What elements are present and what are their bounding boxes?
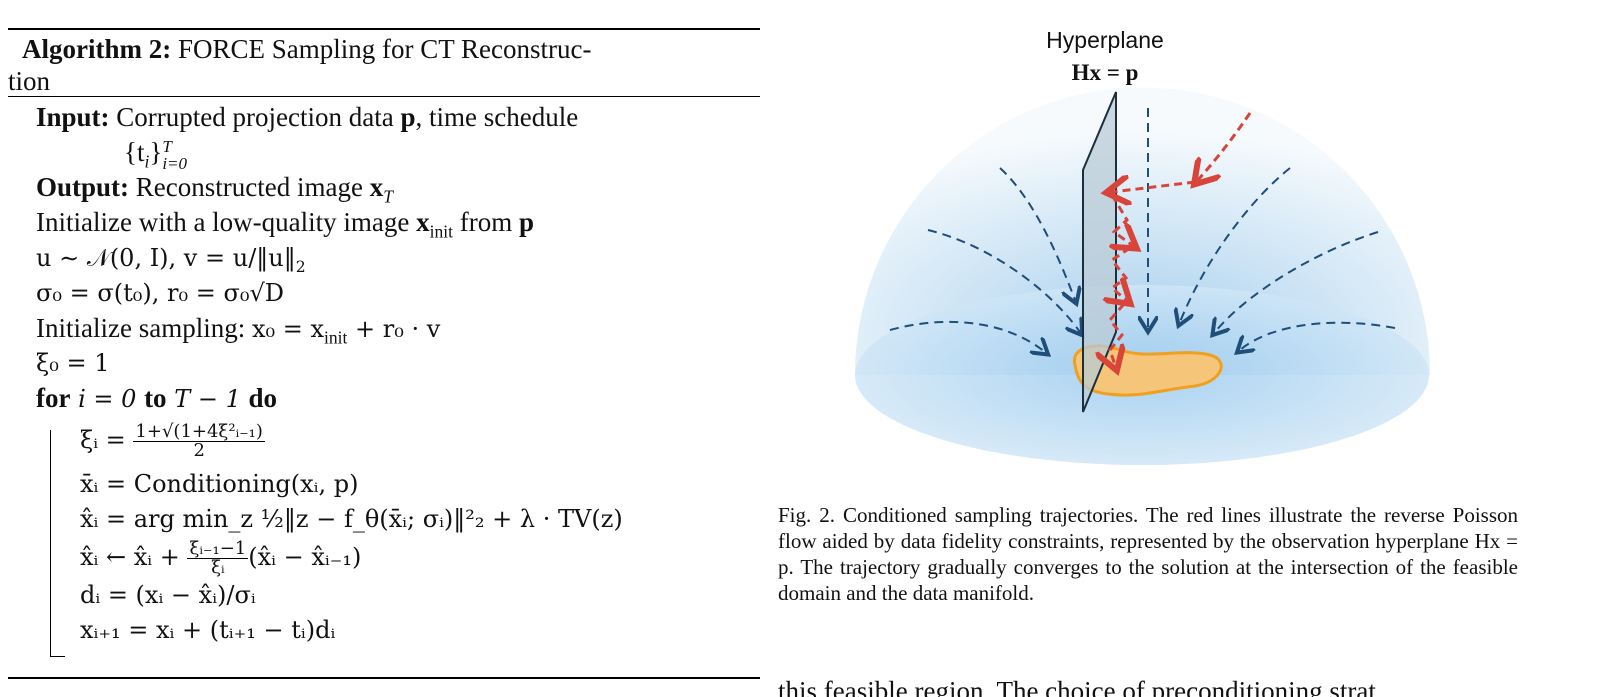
sampling-sub: init: [324, 327, 348, 348]
do-keyword: do: [248, 383, 277, 413]
flow-arrow-1: [889, 320, 1045, 352]
hemisphere-figure: Hyperplane Hx = p: [855, 27, 1430, 465]
algorithm-title-text: FORCE Sampling for CT Reconstruc-: [171, 34, 592, 64]
init-x: x: [416, 207, 430, 237]
figure-caption: Fig. 2. Conditioned sampling trajectorie…: [778, 503, 1518, 605]
schedule-range: i=0: [162, 153, 188, 173]
schedule-open: {t: [124, 137, 145, 167]
step-xi: ξᵢ = 1+√(1+4ξ²ᵢ₋₁) 2: [80, 423, 265, 460]
step-argmin: x̂ᵢ = arg min_z ½‖z − f_θ(x̄ᵢ; σᵢ)‖²₂ + …: [80, 505, 623, 533]
to-keyword: to: [144, 383, 167, 413]
output-sub: T: [383, 186, 393, 207]
flow-arrow-5: [1180, 167, 1291, 322]
step-momentum-rhs: (x̂ᵢ − x̂ᵢ₋₁): [248, 543, 362, 571]
input-text: Corrupted projection data: [109, 102, 401, 132]
trajectory-segment-5: [1110, 303, 1124, 365]
step-update: xᵢ₊₁ = xᵢ + (tᵢ₊₁ − tᵢ)dᵢ: [80, 616, 336, 644]
sigma-line: σ₀ = σ(t₀), r₀ = σ₀√D: [36, 279, 285, 307]
flow-arrow-7: [1240, 321, 1396, 350]
init-from: from: [453, 207, 520, 237]
step-momentum-lhs: x̂ᵢ ← x̂ᵢ +: [80, 543, 188, 571]
input-p: p: [400, 102, 416, 132]
init-sub: init: [429, 221, 454, 242]
step-xi-num: 1+√(1+4ξ²ᵢ₋₁): [133, 421, 265, 442]
input-text2: , time schedule: [415, 102, 579, 132]
for-math: i = 0: [70, 385, 145, 413]
hyperplane-equation: Hx = p: [1072, 60, 1139, 85]
step-momentum: x̂ᵢ ← x̂ᵢ + ξᵢ₋₁−1 ξᵢ (x̂ᵢ − x̂ᵢ₋₁): [80, 540, 361, 577]
xi0-line: ξ₀ = 1: [36, 349, 110, 377]
init-text: Initialize with a low-quality image: [36, 207, 417, 237]
algorithm-box: Algorithm 2: FORCE Sampling for CT Recon…: [8, 28, 760, 97]
input-label: Input:: [36, 102, 110, 132]
step-xi-lhs: ξᵢ =: [80, 426, 134, 454]
sampling-math: x₀ = x: [251, 315, 325, 343]
hyperplane-label: Hyperplane: [1046, 27, 1164, 53]
algorithm-title: Algorithm 2: FORCE Sampling for CT Recon…: [8, 30, 760, 68]
trajectory-segment-2: [1112, 182, 1196, 192]
for-line: for i = 0 to T − 1 do: [36, 383, 277, 414]
output-text: Reconstructed image: [129, 172, 370, 202]
flow-arrows: [889, 108, 1396, 352]
flow-arrow-3: [999, 167, 1075, 300]
sampling-text: Initialize sampling:: [36, 313, 252, 343]
trajectory-segment-1: [1198, 112, 1252, 180]
noise-sub: 2: [295, 257, 306, 276]
output-line: Output: Reconstructed image xT: [36, 172, 393, 211]
output-label: Output:: [36, 172, 130, 202]
loop-bracket: [50, 430, 65, 657]
step-conditioning: x̄ᵢ = Conditioning(xᵢ, p): [80, 470, 359, 498]
header-rule: [8, 96, 760, 97]
for-keyword: for: [36, 383, 71, 413]
trajectory-segment-4: [1112, 246, 1130, 300]
trajectory-segment-3: [1112, 194, 1132, 245]
schedule-close: }: [149, 137, 163, 167]
init-p: p: [519, 207, 535, 237]
noise-line: u ∼ 𝒩(0, I), v = u/‖u‖2: [36, 243, 306, 282]
algorithm-label: Algorithm 2:: [22, 34, 172, 64]
step-direction: dᵢ = (xᵢ − x̂ᵢ)/σᵢ: [80, 581, 256, 609]
flow-arrow-2: [927, 229, 1080, 332]
step-xi-fraction: 1+√(1+4ξ²ᵢ₋₁) 2: [133, 423, 265, 460]
algorithm-title-continuation: tion: [8, 66, 51, 96]
hyperplane: [1082, 91, 1117, 413]
schedule-sup: T: [162, 136, 172, 156]
step-momentum-den: ξᵢ: [211, 557, 225, 578]
bottom-rule: [8, 677, 760, 679]
output-x: x: [369, 172, 384, 202]
sampling-line: Initialize sampling: x₀ = xinit + r₀ · v: [36, 313, 440, 352]
step-momentum-fraction: ξᵢ₋₁−1 ξᵢ: [187, 538, 249, 578]
sampling-trajectory: [1110, 112, 1252, 365]
to-math: T − 1: [166, 385, 249, 413]
init-line: Initialize with a low-quality image xini…: [36, 207, 534, 246]
flow-arrow-6: [1215, 231, 1379, 332]
step-xi-den: 2: [193, 440, 205, 461]
top-rule: [8, 28, 760, 30]
body-partial-line: this feasible region. The choice of prec…: [778, 676, 1376, 697]
noise-text: u ∼ 𝒩(0, I), v = u/‖u‖: [36, 244, 296, 272]
input-line: Input: Corrupted projection data p, time…: [36, 102, 578, 132]
step-momentum-num: ξᵢ₋₁−1: [187, 538, 249, 559]
sampling-math2: + r₀ · v: [347, 315, 441, 343]
schedule-sub: i: [144, 151, 150, 172]
